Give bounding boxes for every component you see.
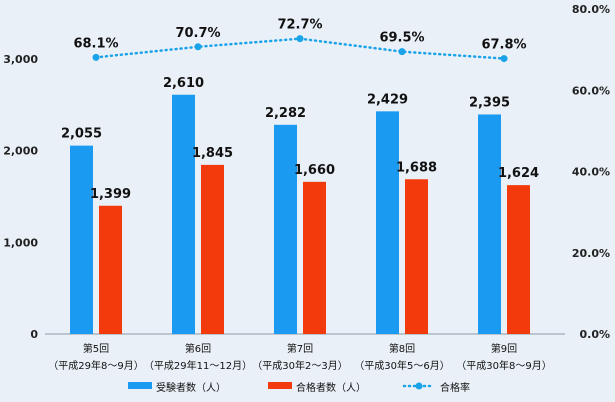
x-category-sublabel: （平成30年8～9月） bbox=[456, 359, 551, 372]
y-left-tick-label: 3,000 bbox=[3, 53, 38, 66]
x-category-label: 第9回 bbox=[491, 342, 517, 355]
bar-passers bbox=[303, 181, 326, 334]
y-right-tick-label: 80.0% bbox=[572, 3, 610, 16]
data-label-passers: 1,399 bbox=[90, 187, 131, 202]
data-label-examinees: 2,610 bbox=[163, 76, 204, 91]
pass-rate-marker bbox=[500, 55, 508, 63]
pass-rate-marker bbox=[194, 43, 202, 51]
x-category-label: 第8回 bbox=[389, 342, 415, 355]
pass-rate-marker bbox=[398, 48, 406, 56]
data-label-pass-rate: 68.1% bbox=[73, 36, 118, 51]
bar-examinees bbox=[478, 114, 501, 334]
data-label-pass-rate: 69.5% bbox=[379, 31, 424, 46]
bar-examinees bbox=[274, 124, 297, 334]
y-right-tick-label: 60.0% bbox=[572, 84, 610, 97]
data-label-pass-rate: 67.8% bbox=[481, 38, 526, 53]
data-label-passers: 1,624 bbox=[498, 166, 539, 181]
y-right-tick-label: 20.0% bbox=[572, 247, 610, 260]
data-label-examinees: 2,055 bbox=[61, 127, 102, 142]
legend-label-pass-rate: 合格率 bbox=[440, 381, 470, 394]
data-label-passers: 1,660 bbox=[294, 163, 335, 178]
x-category-label: 第5回 bbox=[83, 342, 109, 355]
bar-examinees bbox=[70, 145, 93, 334]
x-category-sublabel: （平成29年8～9月） bbox=[48, 359, 143, 372]
legend-label-examinees: 受験者数（人） bbox=[156, 381, 226, 394]
bar-passers bbox=[99, 205, 122, 334]
data-label-examinees: 2,429 bbox=[367, 92, 408, 107]
y-left-tick-label: 2,000 bbox=[3, 145, 38, 158]
data-label-passers: 1,688 bbox=[396, 160, 437, 175]
x-category-label: 第6回 bbox=[185, 342, 211, 355]
legend-swatch-passers bbox=[268, 382, 292, 389]
data-label-examinees: 2,395 bbox=[469, 95, 510, 110]
data-label-examinees: 2,282 bbox=[265, 106, 306, 121]
bar-examinees bbox=[376, 111, 399, 334]
y-right-tick-label: 0.0% bbox=[579, 328, 610, 341]
x-category-label: 第7回 bbox=[287, 342, 313, 355]
bar-examinees bbox=[172, 94, 195, 334]
y-right-tick-label: 40.0% bbox=[572, 166, 610, 179]
y-left-tick-label: 0 bbox=[30, 328, 38, 341]
data-label-passers: 1,845 bbox=[192, 146, 233, 161]
legend-swatch-examinees bbox=[128, 382, 152, 389]
data-label-pass-rate: 72.7% bbox=[277, 18, 322, 33]
y-left-tick-label: 1,000 bbox=[3, 236, 38, 249]
legend-label-passers: 合格者数（人） bbox=[296, 381, 366, 394]
bar-passers bbox=[201, 164, 224, 334]
legend-marker-pass-rate bbox=[415, 382, 423, 390]
pass-rate-marker bbox=[296, 35, 304, 43]
bar-passers bbox=[507, 185, 530, 334]
x-category-sublabel: （平成30年2～3月） bbox=[252, 359, 347, 372]
pass-rate-marker bbox=[92, 53, 100, 61]
data-label-pass-rate: 70.7% bbox=[175, 26, 220, 41]
x-category-sublabel: （平成29年11～12月） bbox=[144, 359, 252, 372]
bar-passers bbox=[405, 179, 428, 334]
x-category-sublabel: （平成30年5～6月） bbox=[354, 359, 449, 372]
